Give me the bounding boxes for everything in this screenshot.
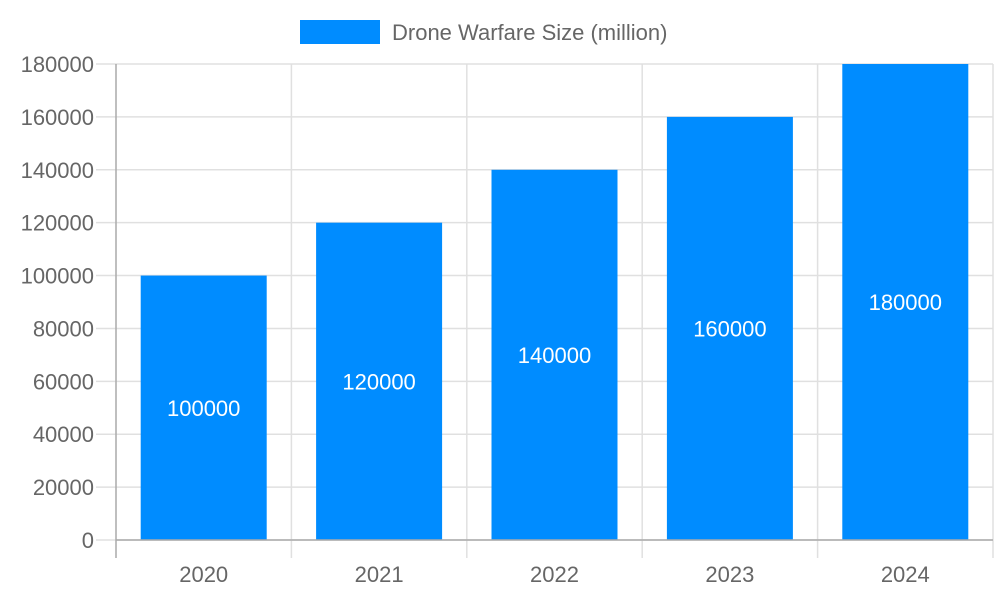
x-tick-label: 2023	[705, 562, 754, 587]
bar	[316, 222, 443, 540]
bar	[491, 169, 618, 540]
y-tick-label: 120000	[21, 211, 94, 236]
bars	[140, 64, 969, 540]
bar	[842, 64, 969, 540]
y-tick-label: 140000	[21, 158, 94, 183]
axes: 0200004000060000800001000001200001400001…	[21, 52, 993, 587]
data-label: 120000	[342, 369, 415, 394]
y-tick-label: 80000	[33, 316, 94, 341]
x-tick-label: 2021	[355, 562, 404, 587]
bar	[666, 116, 793, 540]
y-tick-label: 60000	[33, 369, 94, 394]
bar	[140, 275, 267, 540]
y-tick-label: 20000	[33, 475, 94, 500]
x-tick-label: 2024	[881, 562, 930, 587]
legend[interactable]: Drone Warfare Size (million)	[300, 20, 667, 45]
y-tick-label: 160000	[21, 105, 94, 130]
data-label: 100000	[167, 396, 240, 421]
y-tick-label: 40000	[33, 422, 94, 447]
data-label: 180000	[869, 290, 942, 315]
y-tick-label: 0	[82, 528, 94, 553]
y-tick-label: 180000	[21, 52, 94, 77]
legend-label: Drone Warfare Size (million)	[392, 20, 667, 45]
legend-swatch	[300, 20, 380, 44]
data-labels: 100000 120000 140000 160000 180000	[167, 290, 942, 421]
data-label: 160000	[693, 316, 766, 341]
data-label: 140000	[518, 343, 591, 368]
y-tick-label: 100000	[21, 264, 94, 289]
x-tick-label: 2020	[179, 562, 228, 587]
x-tick-label: 2022	[530, 562, 579, 587]
